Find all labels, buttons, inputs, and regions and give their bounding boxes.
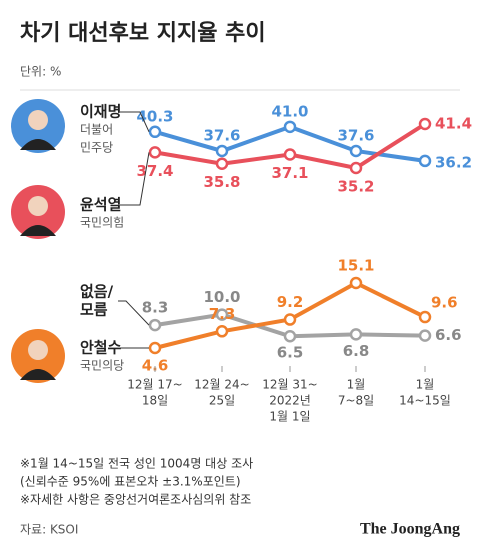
legend-name: 윤석열 (80, 196, 121, 214)
point (215, 308, 229, 321)
portrait-head (28, 340, 48, 360)
data-label: 37.4 (136, 162, 173, 180)
portrait-body (20, 369, 56, 380)
data-label: 41.4 (435, 115, 472, 133)
data-label: 6.6 (435, 326, 462, 344)
legend-party: 민주당 (80, 141, 113, 155)
portrait-head (28, 110, 48, 130)
x-tick-label: 18일 (142, 394, 168, 408)
legend-name: 이재명 (80, 103, 121, 121)
point (418, 329, 432, 342)
data-label: 6.8 (343, 342, 370, 360)
legend-name: 안철수 (80, 339, 122, 357)
point (418, 154, 432, 168)
data-label: 8.3 (142, 299, 169, 317)
unit-label: 단위: % (20, 65, 61, 79)
data-label: 4.6 (142, 357, 169, 375)
legend-party: 국민의힘 (80, 216, 124, 230)
point (148, 146, 162, 159)
data-label: 35.2 (337, 178, 374, 196)
chart-title: 차기 대선후보 지지율 추이 (20, 21, 266, 46)
legend-party: 국민의당 (80, 359, 124, 373)
data-label: 40.3 (136, 107, 173, 125)
portrait-body (20, 139, 56, 150)
point (283, 329, 297, 343)
data-label: 9.2 (277, 293, 304, 311)
point (349, 161, 363, 175)
data-label: 9.6 (431, 294, 458, 312)
portrait-head (28, 196, 48, 216)
x-tick-label: 7~8일 (338, 394, 374, 408)
point (349, 144, 363, 158)
portrait-body (20, 225, 56, 236)
brand: The JoongAng (360, 521, 460, 538)
connector (120, 152, 150, 206)
point (148, 125, 162, 139)
source: 자료: KSOI (20, 523, 78, 537)
x-tick-label: 12월 31~ (262, 378, 317, 392)
point (215, 157, 229, 170)
x-tick-label: 12월 24~ (194, 378, 249, 392)
x-tick-label: 1월 (416, 378, 435, 392)
data-label: 35.8 (203, 173, 240, 191)
data-label: 41.0 (271, 102, 308, 120)
note: (신뢰수준 95%에 표본오차 ±3.1%포인트) (20, 475, 241, 489)
data-label: 6.5 (277, 344, 304, 362)
point (283, 120, 297, 134)
point (349, 276, 363, 290)
point (283, 313, 297, 326)
data-label: 7.3 (209, 305, 236, 323)
x-tick-label: 12월 17~ (127, 378, 182, 392)
data-label: 10.0 (203, 288, 240, 306)
point (418, 310, 432, 324)
point (215, 144, 229, 158)
data-label: 37.6 (203, 126, 240, 144)
point (418, 117, 432, 131)
point (349, 328, 363, 341)
point (148, 318, 162, 332)
x-tick-label: 14~15일 (399, 394, 451, 408)
note: ※1월 14~15일 전국 성인 1004명 대상 조사 (20, 457, 253, 471)
legend-name: 없음/ (80, 283, 114, 301)
note: ※자세한 사항은 중앙선거여론조사심의위 참조 (20, 493, 251, 507)
legend-party: 더불어 (80, 123, 113, 137)
x-tick-label: 1월 1일 (269, 410, 310, 424)
data-label: 36.2 (435, 153, 472, 171)
connector (118, 300, 150, 326)
data-label: 37.1 (271, 164, 308, 182)
point (148, 341, 162, 355)
x-tick-label: 2022년 (269, 394, 311, 408)
legend-name: 모름 (80, 301, 108, 319)
x-tick-label: 1월 (347, 378, 366, 392)
data-label: 37.6 (337, 126, 374, 144)
connector (120, 111, 150, 133)
point (215, 325, 229, 338)
data-label: 15.1 (337, 257, 374, 275)
point (283, 148, 297, 161)
x-tick-label: 25일 (209, 394, 235, 408)
